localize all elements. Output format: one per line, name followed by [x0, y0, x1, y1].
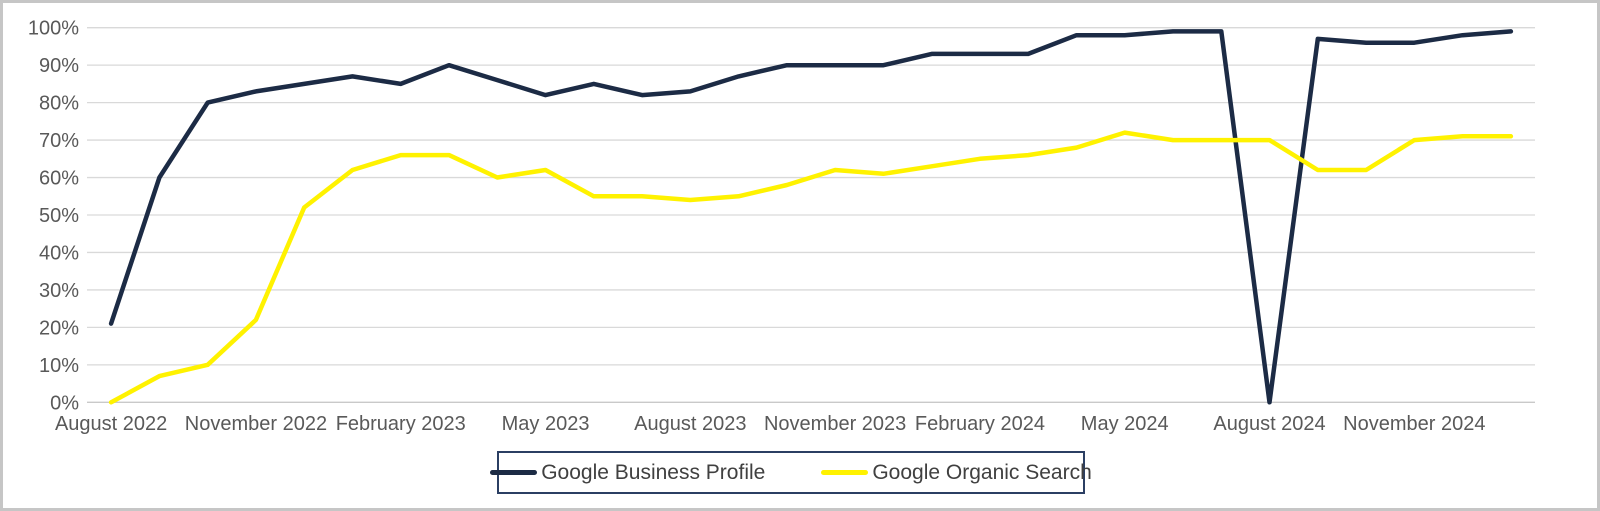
x-tick-label: February 2023 [336, 413, 466, 435]
y-tick-label: 70% [39, 130, 79, 152]
x-tick-label: August 2024 [1213, 413, 1325, 435]
legend-line-swatch-navy [490, 470, 538, 475]
y-tick-label: 90% [39, 55, 79, 77]
x-tick-label: August 2022 [55, 413, 167, 435]
x-tick-label: November 2022 [185, 413, 327, 435]
legend-line-swatch-yellow [821, 470, 869, 475]
y-tick-label: 10% [39, 355, 79, 377]
x-tick-label: May 2023 [502, 413, 590, 435]
y-tick-label: 20% [39, 317, 79, 339]
y-tick-label: 30% [39, 280, 79, 302]
y-tick-label: 50% [39, 205, 79, 227]
y-tick-label: 100% [28, 18, 79, 40]
chart-legend: Google Business Profile Google Organic S… [490, 451, 1092, 494]
y-tick-label: 0% [50, 392, 79, 414]
x-tick-label: August 2023 [634, 413, 746, 435]
series-line-1 [108, 130, 1514, 405]
x-tick-label: May 2024 [1081, 413, 1169, 435]
x-tick-label: November 2024 [1343, 413, 1485, 435]
legend-label-google-business-profile: Google Business Profile [541, 460, 766, 484]
y-tick-label: 40% [39, 242, 79, 264]
legend-item-google-business-profile: Google Business Profile [490, 461, 765, 485]
line-chart: 0% 10% 20% 30% 40% 50% 60% 70% 80% 90% 100% August … [28, 18, 1535, 435]
y-tick-label: 80% [39, 93, 79, 115]
x-tick-label: November 2023 [764, 413, 906, 435]
legend-item-google-organic-search: Google Organic Search [821, 460, 1092, 485]
legend-label-google-organic-search: Google Organic Search [872, 460, 1092, 484]
series-line-0 [108, 29, 1514, 405]
x-tick-label: February 2024 [915, 413, 1045, 435]
y-tick-label: 60% [39, 168, 79, 190]
